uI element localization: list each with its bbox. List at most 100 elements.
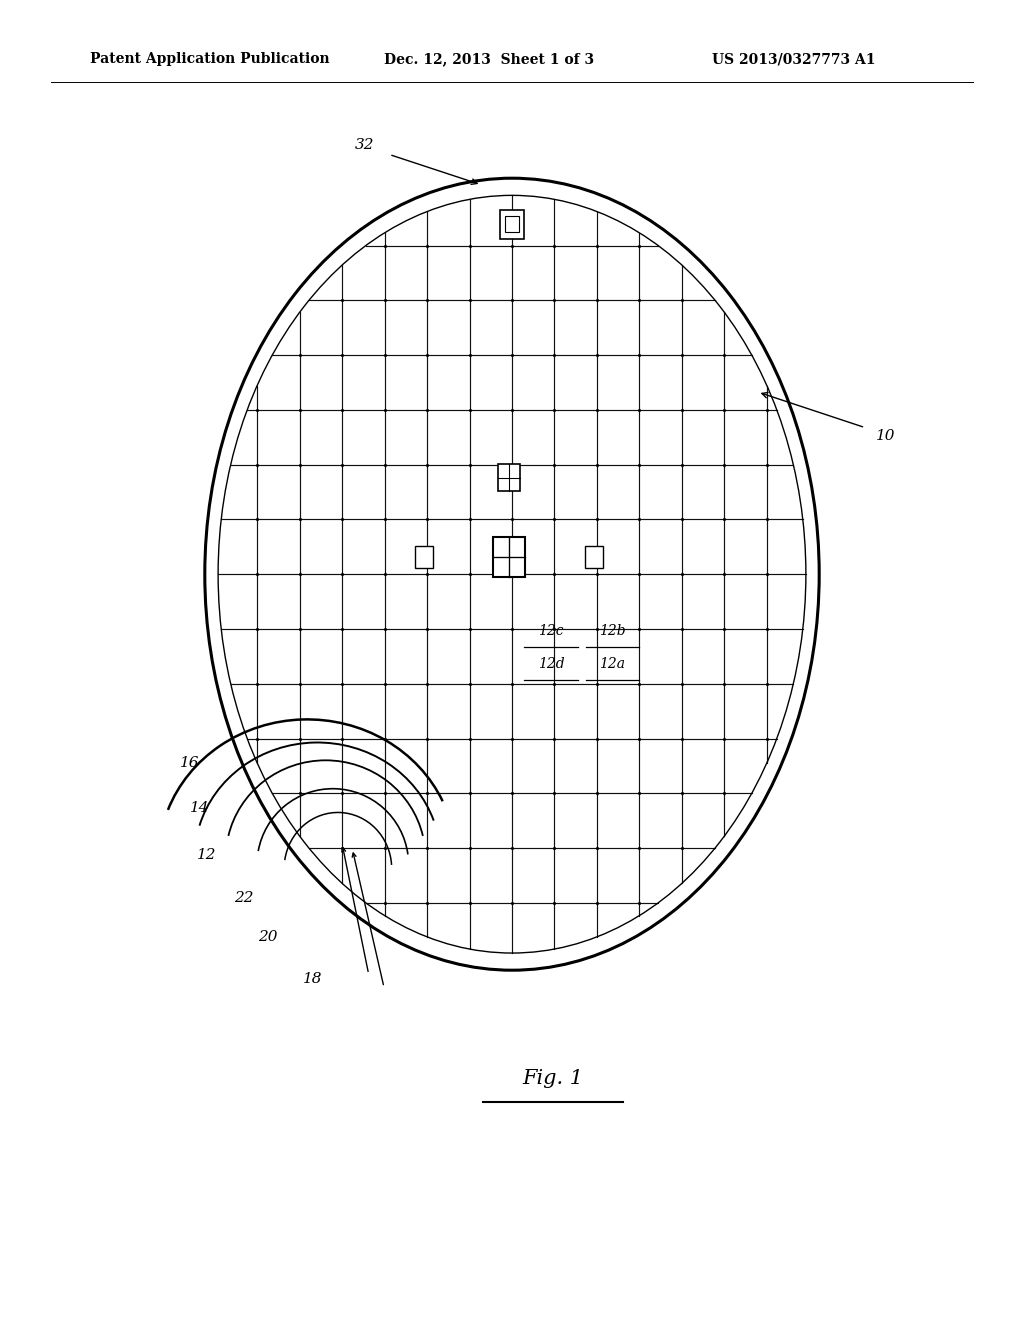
Bar <box>415 546 433 568</box>
Point <box>334 838 350 859</box>
Text: 10: 10 <box>876 429 895 442</box>
Point <box>504 729 520 750</box>
Point <box>631 838 648 859</box>
Bar <box>585 546 603 568</box>
Text: 12: 12 <box>197 849 217 862</box>
Point <box>504 454 520 475</box>
Bar <box>493 537 525 577</box>
Point <box>291 454 307 475</box>
Point <box>504 510 520 531</box>
Point <box>504 345 520 366</box>
Point <box>377 673 393 694</box>
Point <box>504 838 520 859</box>
Point <box>589 838 605 859</box>
Point <box>461 345 477 366</box>
Point <box>631 892 648 913</box>
Point <box>334 564 350 585</box>
Point <box>631 673 648 694</box>
Point <box>717 729 733 750</box>
Point <box>377 618 393 640</box>
Point <box>249 673 265 694</box>
Point <box>504 618 520 640</box>
Point <box>419 510 435 531</box>
Text: 14: 14 <box>189 801 210 814</box>
Point <box>631 729 648 750</box>
Point <box>589 783 605 804</box>
Point <box>419 290 435 312</box>
Point <box>461 783 477 804</box>
Point <box>589 618 605 640</box>
Point <box>717 783 733 804</box>
Point <box>631 235 648 256</box>
Point <box>547 783 563 804</box>
Point <box>759 673 775 694</box>
Point <box>334 454 350 475</box>
Point <box>631 618 648 640</box>
Point <box>377 783 393 804</box>
Point <box>674 454 690 475</box>
Point <box>589 235 605 256</box>
Point <box>589 510 605 531</box>
Point <box>461 564 477 585</box>
Point <box>461 838 477 859</box>
Point <box>589 290 605 312</box>
Point <box>419 454 435 475</box>
Point <box>249 618 265 640</box>
Point <box>291 510 307 531</box>
Text: 20: 20 <box>258 931 279 944</box>
Point <box>759 454 775 475</box>
Point <box>419 399 435 420</box>
Point <box>461 454 477 475</box>
Point <box>759 729 775 750</box>
Point <box>547 290 563 312</box>
Point <box>504 564 520 585</box>
Point <box>759 510 775 531</box>
Point <box>547 235 563 256</box>
Point <box>419 564 435 585</box>
Text: Dec. 12, 2013  Sheet 1 of 3: Dec. 12, 2013 Sheet 1 of 3 <box>384 53 594 66</box>
Point <box>674 290 690 312</box>
Point <box>249 510 265 531</box>
Point <box>461 235 477 256</box>
Point <box>249 399 265 420</box>
Point <box>589 345 605 366</box>
Point <box>291 729 307 750</box>
Text: Fig. 1: Fig. 1 <box>522 1069 584 1088</box>
Point <box>674 618 690 640</box>
Point <box>334 618 350 640</box>
Point <box>334 290 350 312</box>
Point <box>334 673 350 694</box>
Point <box>419 783 435 804</box>
Point <box>377 838 393 859</box>
Point <box>461 729 477 750</box>
Point <box>419 838 435 859</box>
Point <box>249 454 265 475</box>
Point <box>717 618 733 640</box>
Bar <box>498 465 520 491</box>
Point <box>674 673 690 694</box>
Point <box>631 290 648 312</box>
Point <box>377 290 393 312</box>
Point <box>419 892 435 913</box>
Text: 12a: 12a <box>599 656 626 671</box>
Point <box>547 345 563 366</box>
Point <box>759 564 775 585</box>
Point <box>377 892 393 913</box>
Point <box>334 729 350 750</box>
Point <box>377 729 393 750</box>
Point <box>334 510 350 531</box>
Point <box>717 399 733 420</box>
Point <box>547 510 563 531</box>
Point <box>249 729 265 750</box>
Point <box>674 399 690 420</box>
Point <box>589 564 605 585</box>
Point <box>631 345 648 366</box>
Text: 18: 18 <box>302 973 323 986</box>
Point <box>717 564 733 585</box>
Point <box>504 673 520 694</box>
Point <box>631 510 648 531</box>
Point <box>674 729 690 750</box>
Point <box>589 673 605 694</box>
Point <box>547 618 563 640</box>
Point <box>461 399 477 420</box>
